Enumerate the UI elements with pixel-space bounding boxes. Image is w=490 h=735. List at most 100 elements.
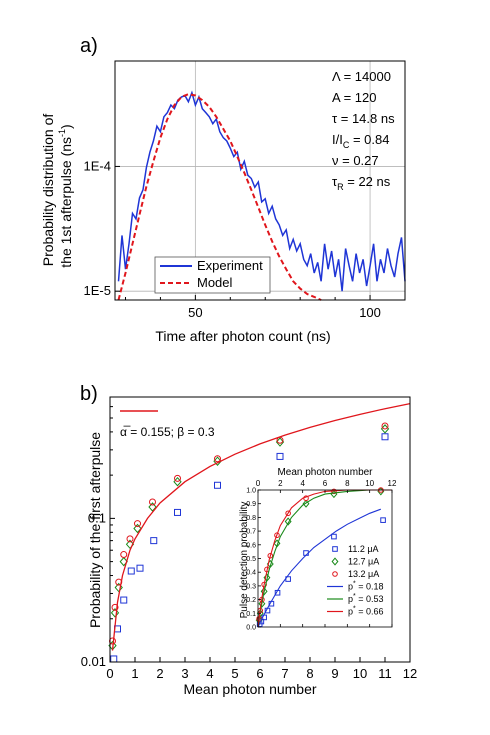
data-point: [381, 433, 389, 441]
inset-y-tick-label: 0.9: [246, 501, 256, 508]
y-tick-label: 0.01: [81, 654, 106, 669]
param-3: I/IC = 0.84: [332, 132, 389, 150]
series-model: [117, 93, 322, 301]
inset-y-tick-label: 0.6: [246, 542, 256, 549]
x-tick-label: 8: [306, 666, 313, 681]
inset-x-tick-label: 4: [300, 479, 305, 488]
data-point: [150, 537, 158, 545]
y-tick-label: 1E-5: [84, 283, 111, 298]
panel-a-ticks: 50 100 1E-4 1E-5: [84, 158, 406, 320]
inset-x-tick-label: 12: [388, 479, 397, 488]
param-1: A = 120: [332, 90, 376, 105]
x-tick-label: 2: [156, 666, 163, 681]
panel-a-xlabel: Time after photon count (ns): [155, 328, 330, 344]
data-point: [125, 539, 135, 550]
data-point: [110, 608, 120, 618]
x-tick-label: 10: [353, 666, 367, 681]
inset-ylabel: Pulse detection probability: [239, 502, 250, 619]
inset-chart: 0 2 4 6 8 10 12 0.0 0.1 0.2 0.3 0.4 0.5 0.6 0.7 0.8 0.9 1…: [238, 462, 398, 635]
legend-model-label: Model: [197, 275, 233, 290]
data-point: [275, 437, 285, 447]
panel-b-legend-label: α̅ = 0.155; β = 0.3: [120, 425, 215, 439]
panel-a-series: [117, 90, 406, 301]
x-tick-label: 9: [331, 666, 338, 681]
inset-y-tick-label: 0.8: [246, 515, 256, 522]
panel-b: b) 0 1 2 3 4 5 6 7 8 9 10 11 120.010.1 α̅ = 0.155; β…: [80, 383, 417, 697]
param-4: ν = 0.27: [332, 153, 379, 168]
inset-xlabel: Mean photon number: [277, 467, 373, 478]
data-point: [148, 502, 157, 512]
inset-y-tick-label: 0.0: [246, 625, 256, 632]
panel-b-ylabel: Probability of the first afterpulse: [87, 432, 103, 628]
x-tick-label: 12: [403, 666, 417, 681]
panel-a-params: Λ = 14000 A = 120 τ = 14.8 ns I/IC = 0.84 ν …: [332, 69, 395, 192]
panel-b-ticks: 0 1 2 3 4 5 6 7 8 9 10 11 120.010.1: [81, 406, 417, 681]
panel-b-legend: α̅ = 0.155; β = 0.3: [120, 410, 215, 439]
inset-y-tick-label: 0.1: [246, 611, 256, 618]
panel-a-ylabel-line1: Probability distribution of: [40, 114, 56, 267]
inset-y-tick-label: 0.2: [246, 597, 256, 604]
inset-legend: 11.2 μA 12.7 μA 13.2 μA p* = 0.18p* = 0.53 p…: [327, 544, 384, 617]
inset-legend-label: p* = 0.18: [348, 581, 384, 592]
data-point: [120, 596, 128, 604]
x-tick-label: 3: [181, 666, 188, 681]
data-point: [126, 535, 134, 543]
panel-a-ylabel: Probability distribution of the 1st afte…: [40, 114, 74, 268]
data-point: [111, 603, 119, 611]
panel-a-legend-box: [154, 256, 271, 294]
x-tick-label: 6: [256, 666, 263, 681]
param-0: Λ = 14000: [332, 69, 391, 84]
data-point: [149, 498, 156, 506]
x-tick-label: 11: [378, 666, 392, 681]
data-point: [174, 474, 181, 482]
panel-a-ylabel-line2: the 1st afterpulse (ns-1): [57, 124, 74, 267]
y-tick-label: 1E-4: [84, 158, 111, 173]
inset-y-tick-label: 0.4: [246, 570, 256, 577]
inset-x-tick-label: 0: [256, 479, 261, 488]
inset-data-point: [274, 532, 280, 539]
param-5: τR = 22 ns: [332, 174, 391, 192]
inset-x-tick-label: 6: [323, 479, 328, 488]
x-tick-label: 4: [206, 666, 213, 681]
inset-background: [238, 462, 398, 635]
inset-y-tick-label: 0.5: [246, 556, 256, 563]
panel-a-frame: [114, 60, 406, 301]
x-tick-label: 1: [131, 666, 138, 681]
panel-a: a) 50 100 1E-4 1E-5 Λ = 14000 A = 120 τ = 14.…: [40, 35, 406, 344]
data-point: [136, 564, 144, 572]
data-point: [174, 508, 181, 516]
data-point: [127, 567, 135, 575]
param-2: τ = 14.8 ns: [332, 111, 395, 126]
inset-data-point: [380, 517, 386, 523]
data-point: [120, 551, 128, 559]
series-model-curve: [111, 402, 411, 651]
panel-a-label: a): [80, 35, 98, 57]
inset-y-tick-label: 0.7: [246, 529, 256, 536]
panel-b-xlabel: Mean photon number: [183, 681, 316, 697]
data-point: [214, 455, 221, 463]
data-point: [110, 655, 118, 663]
inset-legend-label: 12.7 μA: [348, 557, 379, 567]
inset-x-tick-label: 2: [278, 479, 283, 488]
inset-data-point: [302, 499, 310, 508]
inset-legend-label: p* = 0.53: [348, 593, 384, 604]
inset-legend-label: p* = 0.66: [348, 606, 384, 617]
inset-data-point: [258, 599, 266, 608]
inset-legend-label: 11.2 μA: [348, 544, 379, 554]
inset-data-point: [285, 510, 291, 517]
data-point: [381, 422, 389, 430]
inset-legend-swatch: [332, 571, 338, 577]
inset-data-point: [260, 587, 268, 596]
data-point: [213, 456, 222, 466]
data-point: [276, 452, 284, 460]
inset-y-tick-label: 0.3: [246, 583, 256, 590]
series-experiment: [117, 90, 406, 292]
data-point: [119, 556, 128, 567]
x-tick-label: 100: [359, 305, 381, 320]
x-tick-label: 50: [188, 305, 202, 320]
data-point: [214, 481, 221, 489]
inset-legend-swatch: [332, 546, 338, 552]
panel-b-label: b): [80, 383, 98, 405]
inset-legend-swatch: [331, 557, 339, 566]
